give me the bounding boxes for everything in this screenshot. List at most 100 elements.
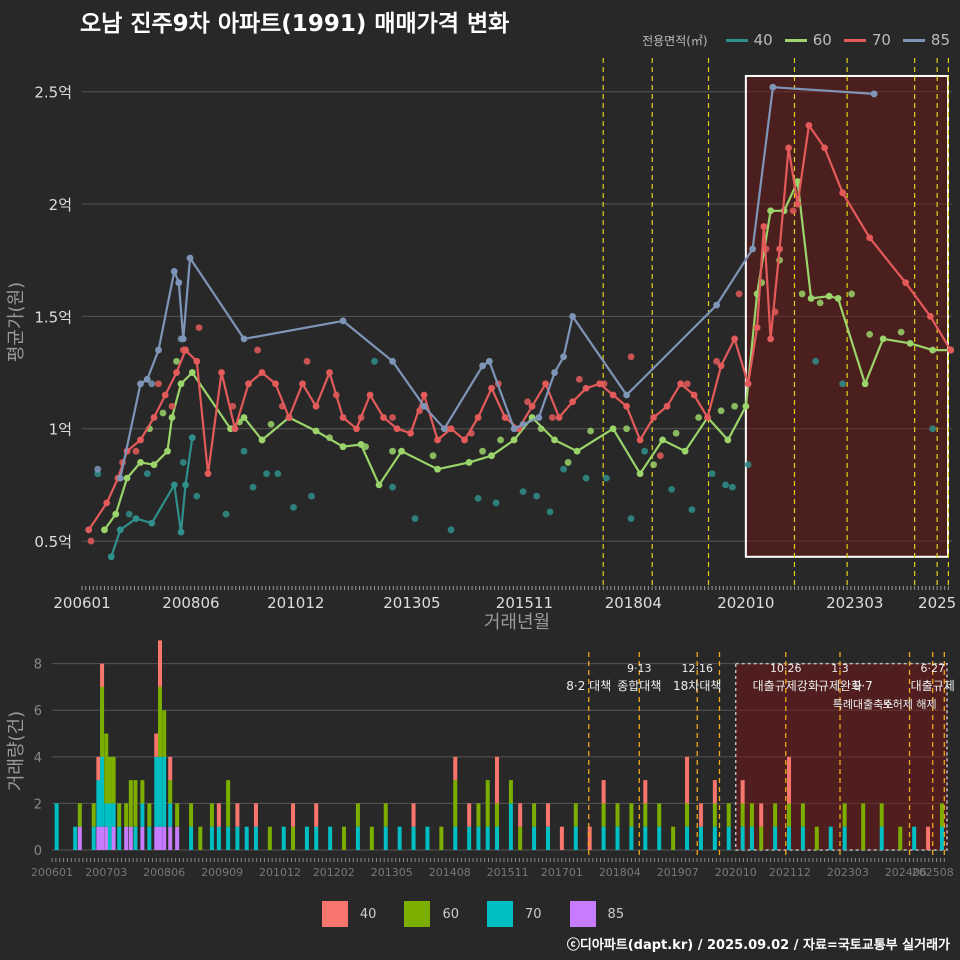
bar-segment-70 <box>117 826 122 850</box>
scatter-point-70 <box>683 380 691 388</box>
legend-line-60 <box>784 38 807 42</box>
scatter-point-40 <box>492 499 500 507</box>
bar-segment-60 <box>291 826 296 850</box>
scatter-point-40 <box>249 483 257 491</box>
credit-text: ⓒ디아파트(dapt.kr) / 2025.09.02 / 자료=국토교통부 실… <box>566 938 950 953</box>
scatter-point-60 <box>717 407 725 415</box>
bar-segment-60 <box>485 780 490 827</box>
line-point-60 <box>573 447 581 455</box>
bar-segment-70 <box>54 803 59 850</box>
line-point-85 <box>623 391 630 399</box>
bar-segment-60 <box>168 780 173 804</box>
scatter-point-70 <box>254 346 261 354</box>
bar-segment-70 <box>842 826 847 850</box>
scatter-point-40 <box>263 470 270 478</box>
bar-segment-60 <box>685 803 690 827</box>
line-point-85 <box>870 90 878 98</box>
line-point-70 <box>299 380 306 388</box>
line-point-70 <box>218 369 225 376</box>
line-point-60 <box>724 436 732 444</box>
line-point-60 <box>398 447 405 455</box>
bar-segment-60 <box>77 803 82 827</box>
line-point-70 <box>204 470 212 478</box>
scatter-point-40 <box>447 526 455 534</box>
bar-y-tick-label: 8 <box>34 658 42 673</box>
line-point-70 <box>366 391 374 399</box>
y-tick-label: 1.5억 <box>34 308 72 326</box>
scatter-point-60 <box>159 409 167 417</box>
bar-segment-40 <box>685 756 690 804</box>
scatter-point-70 <box>168 402 176 410</box>
line-point-60 <box>339 443 347 451</box>
bar-segment-40 <box>787 756 792 804</box>
bar-segment-85 <box>162 826 167 850</box>
line-point-40 <box>182 481 189 489</box>
line-point-70 <box>231 425 239 433</box>
bar-segment-70 <box>800 826 805 850</box>
bar-segment-70 <box>467 826 472 850</box>
bar-segment-70 <box>726 826 731 850</box>
bar-segment-60 <box>128 780 133 827</box>
line-point-70 <box>182 346 189 354</box>
line-point-85 <box>769 83 777 91</box>
bar-segment-70 <box>154 756 159 827</box>
line-point-70 <box>677 380 685 388</box>
line-point-60 <box>929 346 937 354</box>
x-tick-label: 200601 <box>53 594 110 612</box>
line-point-60 <box>258 436 266 444</box>
bar-segment-70 <box>209 826 214 850</box>
line-point-85 <box>186 254 194 262</box>
scatter-point-40 <box>179 459 187 466</box>
bar-segment-60 <box>814 826 819 850</box>
line-point-70 <box>760 223 768 230</box>
bar-segment-60 <box>759 826 764 850</box>
line-point-85 <box>155 346 162 354</box>
bar-segment-60 <box>175 803 180 827</box>
line-point-70 <box>393 425 401 433</box>
bar-segment-60 <box>842 803 847 827</box>
bar-segment-60 <box>147 803 152 827</box>
bar-segment-60 <box>439 826 444 850</box>
bar-segment-40 <box>740 780 745 804</box>
bar-segment-60 <box>508 780 513 804</box>
bar-x-tick-label: 202010 <box>715 866 757 879</box>
line-point-70 <box>245 380 252 388</box>
bar-segment-60 <box>453 780 458 827</box>
line-point-70 <box>744 380 752 388</box>
line-point-60 <box>168 414 176 421</box>
scatter-point-40 <box>474 494 482 502</box>
bar-segment-70 <box>397 826 402 850</box>
bar-segment-70 <box>879 826 884 850</box>
bar-segment-70 <box>939 826 944 850</box>
bar-segment-60 <box>162 710 167 757</box>
line-point-60 <box>906 339 914 347</box>
bar-segment-60 <box>629 803 634 827</box>
series-line-70 <box>87 124 952 531</box>
bar-segment-40 <box>314 803 319 827</box>
bar-segment-85 <box>77 826 82 850</box>
line-point-70 <box>926 312 934 320</box>
bar-segment-70 <box>162 756 167 827</box>
bar-segment-60 <box>100 686 105 757</box>
scatter-point-40 <box>560 465 567 473</box>
line-point-70 <box>501 414 509 421</box>
bar-segment-60 <box>532 803 537 827</box>
bar-segment-70 <box>216 826 221 850</box>
bar-segment-85 <box>96 826 101 850</box>
bar-segment-70 <box>281 826 286 850</box>
bar-segment-40 <box>926 826 931 850</box>
line-point-85 <box>560 353 567 361</box>
bar-segment-70 <box>615 826 620 850</box>
x-axis-title: 거래년월 <box>484 612 550 633</box>
line-point-70 <box>636 436 644 444</box>
legend-label-60: 60 <box>812 31 832 49</box>
bar-segment-70 <box>643 826 648 850</box>
line-point-85 <box>569 312 576 320</box>
line-point-70 <box>137 436 144 444</box>
bar-segment-40 <box>587 826 592 850</box>
bar-x-tick-label: 200806 <box>143 866 185 879</box>
line-point-70 <box>717 362 725 370</box>
line-point-70 <box>767 335 775 343</box>
legend-item-60: 60 <box>784 31 832 49</box>
